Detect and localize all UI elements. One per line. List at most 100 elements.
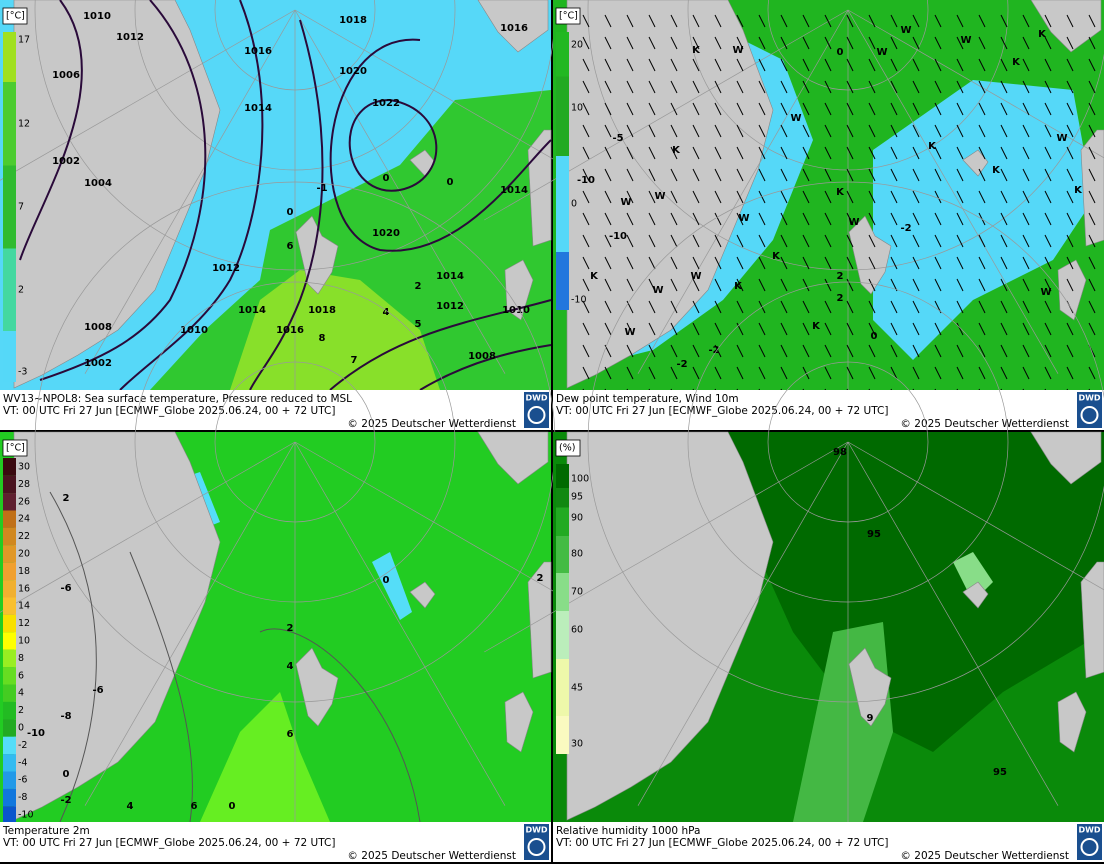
wind-barb <box>780 212 788 226</box>
wind-barb <box>846 322 854 336</box>
wind-barb <box>648 190 656 204</box>
contour-label: 2 <box>287 623 294 634</box>
graticule <box>847 9 1104 159</box>
wind-barb <box>934 278 942 292</box>
wind-barb <box>670 256 678 270</box>
land <box>1080 129 1104 247</box>
caption-title: Temperature 2m <box>2 825 90 837</box>
contour-label: 2 <box>537 573 544 584</box>
contour-label: -6 <box>60 583 71 594</box>
isobar <box>19 0 83 261</box>
wind-barb <box>824 300 832 314</box>
wind-barb <box>626 102 634 116</box>
contour-label: 8 <box>319 333 326 344</box>
colorbar-label: -10 <box>18 810 34 821</box>
wind-barb <box>692 168 700 182</box>
wind-barb <box>912 212 920 226</box>
wind-barb <box>604 168 612 182</box>
land <box>13 0 221 389</box>
wind-barb <box>648 212 656 226</box>
wind-barb <box>692 234 700 248</box>
wind-barb <box>1044 80 1052 94</box>
graticule <box>847 441 1059 806</box>
wind-barb <box>648 322 656 336</box>
wind-barb <box>802 344 810 358</box>
isotherm <box>129 551 193 823</box>
wind-barb <box>846 168 854 182</box>
colorbar-segment <box>3 545 16 563</box>
wind-barb <box>1066 256 1074 270</box>
contour-label: 6 <box>191 801 198 812</box>
wind-barb <box>736 14 744 28</box>
wind-barb <box>692 278 700 292</box>
wind-barb <box>1044 146 1052 160</box>
wind-barb <box>714 212 722 226</box>
contour-label: 1008 <box>468 351 496 362</box>
wind-barb <box>1088 102 1096 116</box>
contour-label: K <box>928 141 937 152</box>
wind-barb <box>956 278 964 292</box>
contour-label: 2 <box>837 271 844 282</box>
colorbar-segment <box>556 573 569 611</box>
logo-text: DWD <box>1078 394 1100 403</box>
colorbar-segment <box>3 719 16 737</box>
wind-barb <box>780 234 788 248</box>
wind-barb <box>1088 58 1096 72</box>
wind-barb <box>1066 190 1074 204</box>
colorbar-segment <box>3 684 16 702</box>
contour-label: 0 <box>383 173 390 184</box>
caption-credit: © 2025 Deutscher Wetterdienst <box>900 850 1069 862</box>
contour-label: K <box>734 281 743 292</box>
wind-barb <box>846 256 854 270</box>
graticule <box>0 9 296 181</box>
wind-barb <box>692 212 700 226</box>
wind-barb <box>692 300 700 314</box>
wind-barb <box>934 14 942 28</box>
wind-barb <box>934 322 942 336</box>
wind-barb <box>736 322 744 336</box>
wind-barb <box>714 14 722 28</box>
wind-barb <box>846 212 854 226</box>
wind-barb <box>956 212 964 226</box>
contour-label: -2 <box>708 345 719 356</box>
wind-barb <box>912 146 920 160</box>
wind-barb <box>1000 366 1008 380</box>
wind-barb <box>890 168 898 182</box>
contour-label: 1014 <box>436 271 464 282</box>
wind-barb <box>604 190 612 204</box>
wind-barb <box>604 36 612 50</box>
wind-barb <box>956 36 964 50</box>
contour-label: K <box>772 251 781 262</box>
contour-label: 0 <box>383 575 390 586</box>
colorbar-label: 17 <box>18 35 30 46</box>
wind-barb <box>670 212 678 226</box>
contour-label: -2 <box>60 795 71 806</box>
colorbar-label: 80 <box>571 549 583 560</box>
wind-barb <box>582 344 590 358</box>
wind-barb <box>626 80 634 94</box>
contour-label: 1010 <box>502 305 530 316</box>
wind-barb <box>1000 146 1008 160</box>
contour-label: -10 <box>609 231 627 242</box>
caption-area <box>553 390 1104 430</box>
wind-barb <box>846 36 854 50</box>
colorbar-label: 10 <box>571 103 583 114</box>
wind-barb <box>758 256 766 270</box>
colorbar-label: 28 <box>18 479 30 490</box>
land <box>1030 0 1102 53</box>
wind-barb <box>1066 234 1074 248</box>
contour-label: 1016 <box>244 46 272 57</box>
wind-barb <box>824 58 832 72</box>
land <box>477 431 549 485</box>
land <box>962 581 989 609</box>
wind-barb <box>846 146 854 160</box>
wind-barb <box>692 146 700 160</box>
colorbar-label: 14 <box>18 601 30 612</box>
wind-barb <box>736 58 744 72</box>
wind-barb <box>846 102 854 116</box>
wind-barb <box>670 124 678 138</box>
wind-barb <box>956 168 964 182</box>
colorbar-segment <box>556 252 569 310</box>
wind-barb <box>1066 278 1074 292</box>
wind-barb <box>978 168 986 182</box>
